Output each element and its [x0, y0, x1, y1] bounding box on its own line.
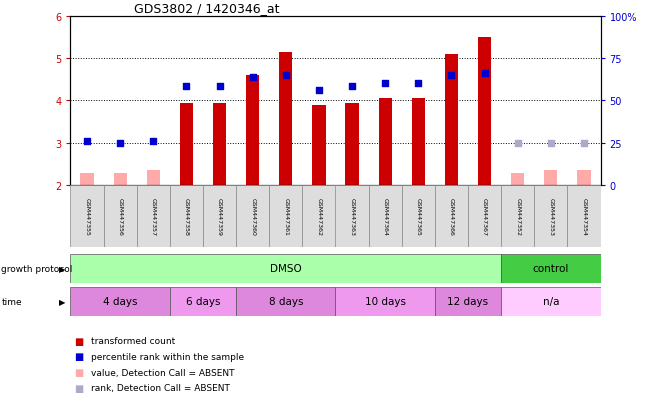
Text: GSM447360: GSM447360 [250, 198, 255, 236]
Text: 8 days: 8 days [268, 297, 303, 306]
Bar [303, 186, 336, 248]
Point [546, 140, 556, 147]
Bar [336, 186, 368, 248]
Text: n/a: n/a [543, 297, 559, 306]
Bar [70, 186, 103, 248]
Bar [501, 287, 601, 316]
Point [280, 73, 291, 79]
Text: transformed count: transformed count [91, 336, 175, 345]
Bar [70, 287, 170, 316]
Point [347, 83, 358, 90]
Text: percentile rank within the sample: percentile rank within the sample [91, 352, 244, 361]
Text: rank, Detection Call = ABSENT: rank, Detection Call = ABSENT [91, 383, 229, 392]
Bar [577, 171, 590, 186]
Text: GSM447363: GSM447363 [350, 198, 354, 236]
Text: value, Detection Call = ABSENT: value, Detection Call = ABSENT [91, 368, 234, 377]
Text: GSM447366: GSM447366 [449, 198, 454, 236]
Bar [170, 287, 236, 316]
Bar [236, 186, 269, 248]
Text: GSM447352: GSM447352 [515, 198, 520, 236]
Text: 10 days: 10 days [365, 297, 406, 306]
Text: ■: ■ [74, 383, 83, 393]
Bar [501, 186, 534, 248]
Point [413, 81, 423, 88]
Bar [312, 105, 325, 186]
Bar [236, 287, 336, 316]
Text: GSM447356: GSM447356 [117, 198, 123, 236]
Text: GSM447359: GSM447359 [217, 198, 222, 236]
Bar [203, 186, 236, 248]
Text: ■: ■ [74, 367, 83, 377]
Bar [269, 186, 303, 248]
Bar [81, 173, 94, 186]
Text: ■: ■ [74, 351, 83, 361]
Bar [568, 186, 601, 248]
Bar [544, 171, 558, 186]
Text: GSM447364: GSM447364 [382, 198, 388, 236]
Text: control: control [533, 263, 569, 273]
Bar [468, 186, 501, 248]
Point [513, 140, 523, 147]
Bar [279, 52, 293, 186]
Text: 6 days: 6 days [186, 297, 220, 306]
Bar [435, 287, 501, 316]
Point [248, 75, 258, 81]
Text: growth protocol: growth protocol [1, 264, 72, 273]
Bar [103, 186, 137, 248]
Text: DMSO: DMSO [270, 263, 302, 273]
Bar [435, 186, 468, 248]
Bar [180, 103, 193, 186]
Text: GSM447357: GSM447357 [151, 198, 156, 236]
Text: GSM447354: GSM447354 [582, 198, 586, 236]
Point [115, 140, 125, 147]
Bar [147, 171, 160, 186]
Bar [213, 103, 226, 186]
Text: 4 days: 4 days [103, 297, 138, 306]
Point [313, 87, 324, 94]
Bar [137, 186, 170, 248]
Bar [412, 99, 425, 186]
Text: ▶: ▶ [58, 297, 65, 306]
Point [446, 73, 457, 79]
Point [148, 138, 158, 145]
Point [82, 138, 93, 145]
Bar [478, 38, 491, 186]
Text: GSM447353: GSM447353 [548, 198, 554, 236]
Text: GSM447365: GSM447365 [416, 198, 421, 236]
Bar [368, 186, 402, 248]
Text: GSM447362: GSM447362 [317, 198, 321, 236]
Bar [336, 287, 435, 316]
Point [578, 140, 589, 147]
Point [479, 70, 490, 77]
Text: ■: ■ [74, 336, 83, 346]
Bar [402, 186, 435, 248]
Bar [246, 76, 259, 186]
Text: GSM447367: GSM447367 [482, 198, 487, 236]
Text: GSM447355: GSM447355 [85, 198, 89, 236]
Bar [511, 173, 524, 186]
Bar [346, 103, 359, 186]
Text: GSM447361: GSM447361 [283, 198, 289, 236]
Bar [501, 254, 601, 283]
Text: time: time [1, 297, 22, 306]
Bar [534, 186, 568, 248]
Point [181, 83, 192, 90]
Bar [378, 99, 392, 186]
Text: ▶: ▶ [58, 264, 65, 273]
Text: GSM447358: GSM447358 [184, 198, 189, 236]
Bar [445, 55, 458, 186]
Point [214, 83, 225, 90]
Bar [70, 254, 501, 283]
Text: GDS3802 / 1420346_at: GDS3802 / 1420346_at [134, 2, 280, 15]
Text: 12 days: 12 days [448, 297, 488, 306]
Bar [113, 173, 127, 186]
Bar [170, 186, 203, 248]
Point [380, 81, 391, 88]
